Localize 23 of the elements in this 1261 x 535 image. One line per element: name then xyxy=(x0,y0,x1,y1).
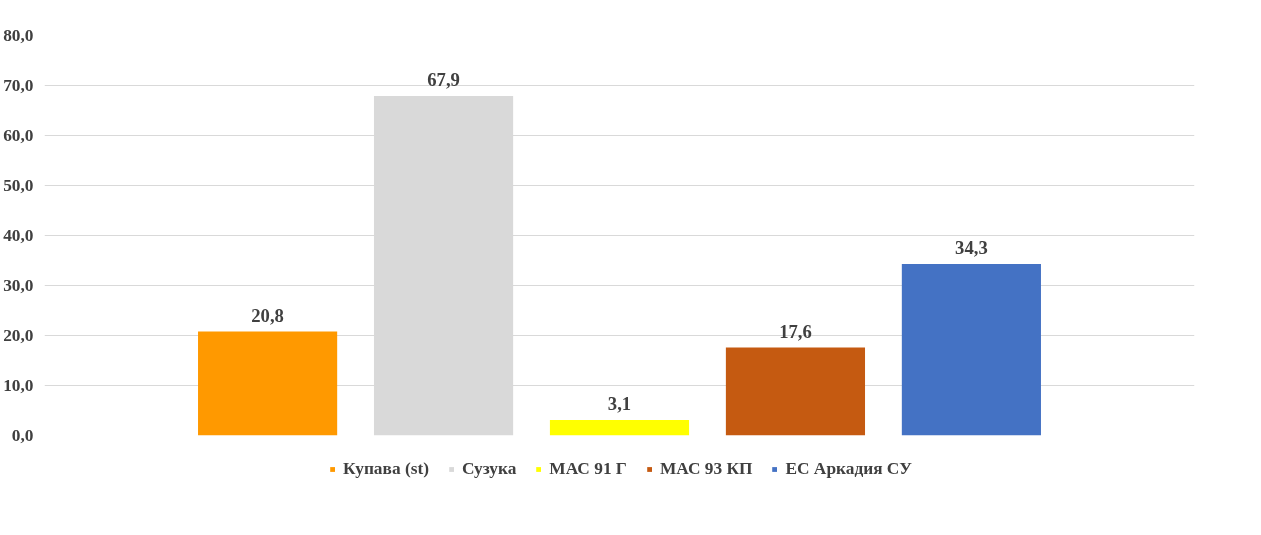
data-label: 34,3 xyxy=(955,237,988,258)
legend-label: Купава (st) xyxy=(343,459,429,479)
legend-label: МАС 91 Г xyxy=(549,459,627,479)
bar xyxy=(901,264,1041,436)
data-label: 17,6 xyxy=(779,320,812,342)
bar xyxy=(549,420,690,436)
data-label: 3,1 xyxy=(607,393,632,414)
y-tick-label: 0,0 xyxy=(11,426,34,445)
y-tick-label: 40,0 xyxy=(3,226,34,245)
legend-label: ЕС Аркадия СУ xyxy=(785,459,912,479)
data-label: 67,9 xyxy=(427,69,460,90)
y-tick-label: 20,0 xyxy=(3,326,34,345)
legend-label: МАС 93 КП xyxy=(659,459,753,479)
bar xyxy=(725,347,866,436)
legend-label: Сузука xyxy=(461,459,517,479)
y-tick-label: 70,0 xyxy=(3,76,34,95)
data-label: 20,8 xyxy=(251,304,284,326)
bar xyxy=(198,331,338,436)
y-tick-label: 80,0 xyxy=(3,26,34,45)
y-tick-label: 60,0 xyxy=(3,126,34,145)
y-tick-label: 30,0 xyxy=(3,276,34,295)
y-tick-label: 10,0 xyxy=(3,376,34,395)
y-tick-label: 50,0 xyxy=(3,176,34,195)
